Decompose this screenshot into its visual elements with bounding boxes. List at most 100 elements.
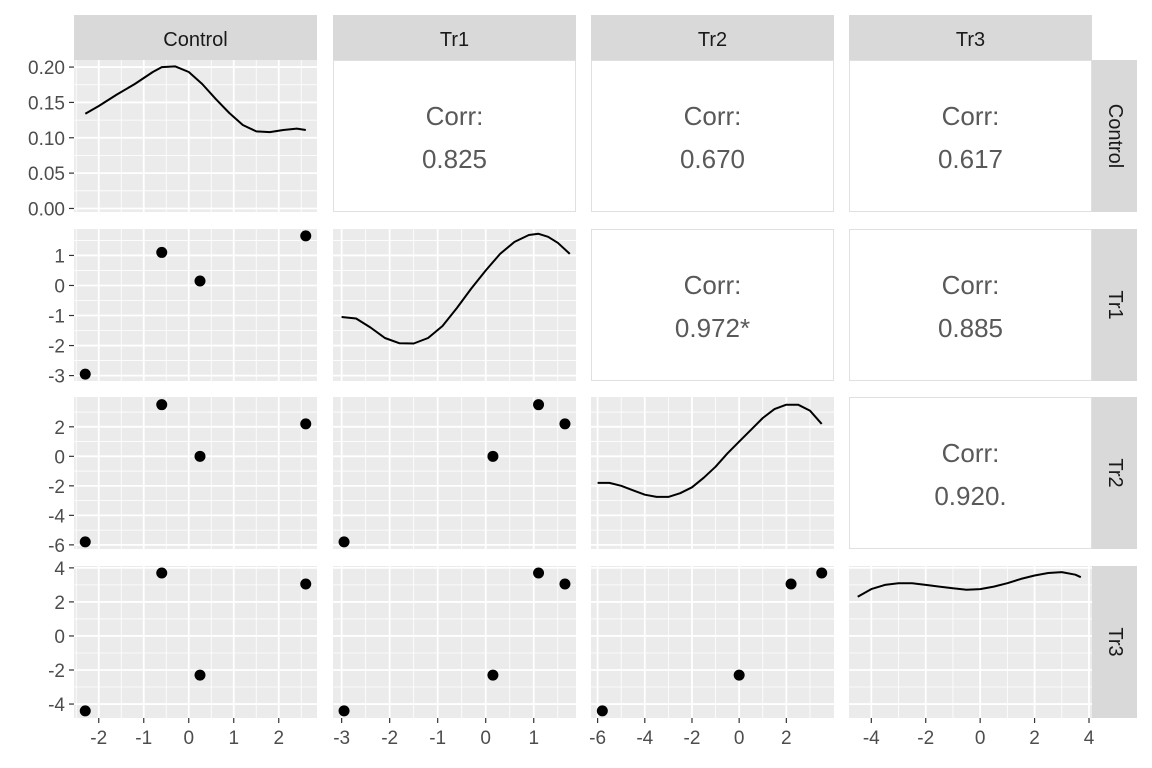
scatter-point — [156, 399, 168, 411]
panel-bg — [74, 397, 317, 549]
strip-right-label-control: Control — [1104, 104, 1126, 168]
y-tick-label: 0 — [54, 447, 65, 468]
y-tick-label: 0.15 — [28, 93, 65, 114]
x-tick-label: 0 — [975, 728, 986, 749]
scatter-point — [487, 669, 499, 681]
panel-bg — [74, 229, 317, 381]
scatter-point — [487, 450, 499, 462]
scatter-point — [559, 578, 571, 590]
scatter-point — [79, 536, 91, 548]
y-tick-label: -2 — [48, 661, 65, 682]
corr-value: 0.617 — [938, 144, 1003, 174]
strip-top-label-control: Control — [163, 29, 227, 51]
corr-label: Corr: — [942, 101, 1000, 131]
scatter-point — [733, 669, 745, 681]
scatter-point — [338, 705, 350, 717]
x-tick-label: -3 — [333, 728, 350, 749]
y-tick-label: 0.10 — [28, 129, 65, 150]
density-curve-tr3 — [857, 571, 1082, 598]
panel-bg — [849, 566, 1092, 718]
scatter-point — [816, 567, 828, 579]
x-tick-label: 2 — [1029, 728, 1040, 749]
strip-top-label-tr1: Tr1 — [440, 29, 469, 51]
x-tick-label: 0 — [183, 728, 194, 749]
x-tick-label: 2 — [273, 728, 284, 749]
corr-panel — [591, 60, 834, 212]
y-tick-label: 2 — [54, 593, 65, 614]
scatter-point — [156, 567, 168, 579]
density-curve-tr1 — [341, 232, 571, 345]
corr-panel — [591, 229, 834, 381]
strip-right-tr2 — [1092, 397, 1137, 549]
x-tick-label: -2 — [684, 728, 701, 749]
panel-bg — [591, 397, 834, 549]
panel-bg — [74, 60, 317, 212]
corr-label: Corr: — [426, 101, 484, 131]
strip-right-label-tr1: Tr1 — [1104, 290, 1126, 319]
scatter-point — [300, 418, 312, 430]
strip-top-control — [74, 15, 317, 60]
density-curve-tr2 — [597, 403, 823, 498]
x-tick-label: -2 — [917, 728, 934, 749]
panel-bg — [333, 229, 576, 381]
scatter-point — [300, 578, 312, 590]
scatter-point — [300, 230, 312, 242]
scatter-point — [194, 450, 206, 462]
scatter-point — [194, 669, 206, 681]
x-tick-label: -6 — [589, 728, 606, 749]
density-curve-control — [84, 65, 306, 134]
scatter-point — [596, 705, 608, 717]
scatter-point — [194, 275, 206, 287]
y-tick-label: -2 — [48, 477, 65, 498]
scatter-point — [533, 399, 545, 411]
y-tick-label: 2 — [54, 418, 65, 439]
scatter-point — [785, 578, 797, 590]
x-tick-label: -2 — [90, 728, 107, 749]
x-tick-label: -4 — [636, 728, 653, 749]
strip-right-tr1 — [1092, 229, 1137, 381]
y-tick-label: 0 — [54, 276, 65, 297]
x-tick-label: 1 — [228, 728, 239, 749]
x-tick-label: -2 — [381, 728, 398, 749]
y-tick-label: -4 — [48, 695, 65, 716]
panel-bg — [333, 566, 576, 718]
scatter-point — [559, 418, 571, 430]
scatter-point — [79, 705, 91, 717]
x-tick-label: -1 — [135, 728, 152, 749]
strip-top-label-tr2: Tr2 — [698, 29, 727, 51]
y-tick-label: 0.00 — [28, 199, 65, 220]
corr-value: 0.670 — [680, 144, 745, 174]
y-tick-label: 0.20 — [28, 58, 65, 79]
y-tick-label: -6 — [48, 536, 65, 557]
strip-top-label-tr3: Tr3 — [956, 29, 985, 51]
y-tick-label: -3 — [48, 367, 65, 388]
corr-label: Corr: — [684, 270, 742, 300]
y-tick-label: 0 — [54, 627, 65, 648]
x-tick-label: 0 — [734, 728, 745, 749]
strip-right-control — [1092, 60, 1137, 212]
panel-bg — [333, 397, 576, 549]
scatter-point — [79, 368, 91, 380]
corr-label: Corr: — [942, 270, 1000, 300]
x-tick-label: -4 — [863, 728, 880, 749]
corr-panel — [849, 229, 1092, 381]
strip-right-tr3 — [1092, 566, 1137, 718]
x-tick-label: 0 — [480, 728, 491, 749]
corr-label: Corr: — [942, 438, 1000, 468]
strip-top-tr1 — [333, 15, 576, 60]
corr-label: Corr: — [684, 101, 742, 131]
corr-panel — [849, 60, 1092, 212]
corr-panel — [849, 397, 1092, 549]
strip-top-tr2 — [591, 15, 834, 60]
scatter-point — [338, 536, 350, 548]
panel-bg — [591, 566, 834, 718]
y-tick-label: 0.05 — [28, 164, 65, 185]
y-tick-label: -4 — [48, 506, 65, 527]
y-tick-label: -2 — [48, 337, 65, 358]
x-tick-label: 4 — [1084, 728, 1095, 749]
y-tick-label: -1 — [48, 307, 65, 328]
x-tick-label: 1 — [528, 728, 539, 749]
strip-top-tr3 — [849, 15, 1092, 60]
strip-right-label-tr3: Tr3 — [1104, 627, 1126, 656]
